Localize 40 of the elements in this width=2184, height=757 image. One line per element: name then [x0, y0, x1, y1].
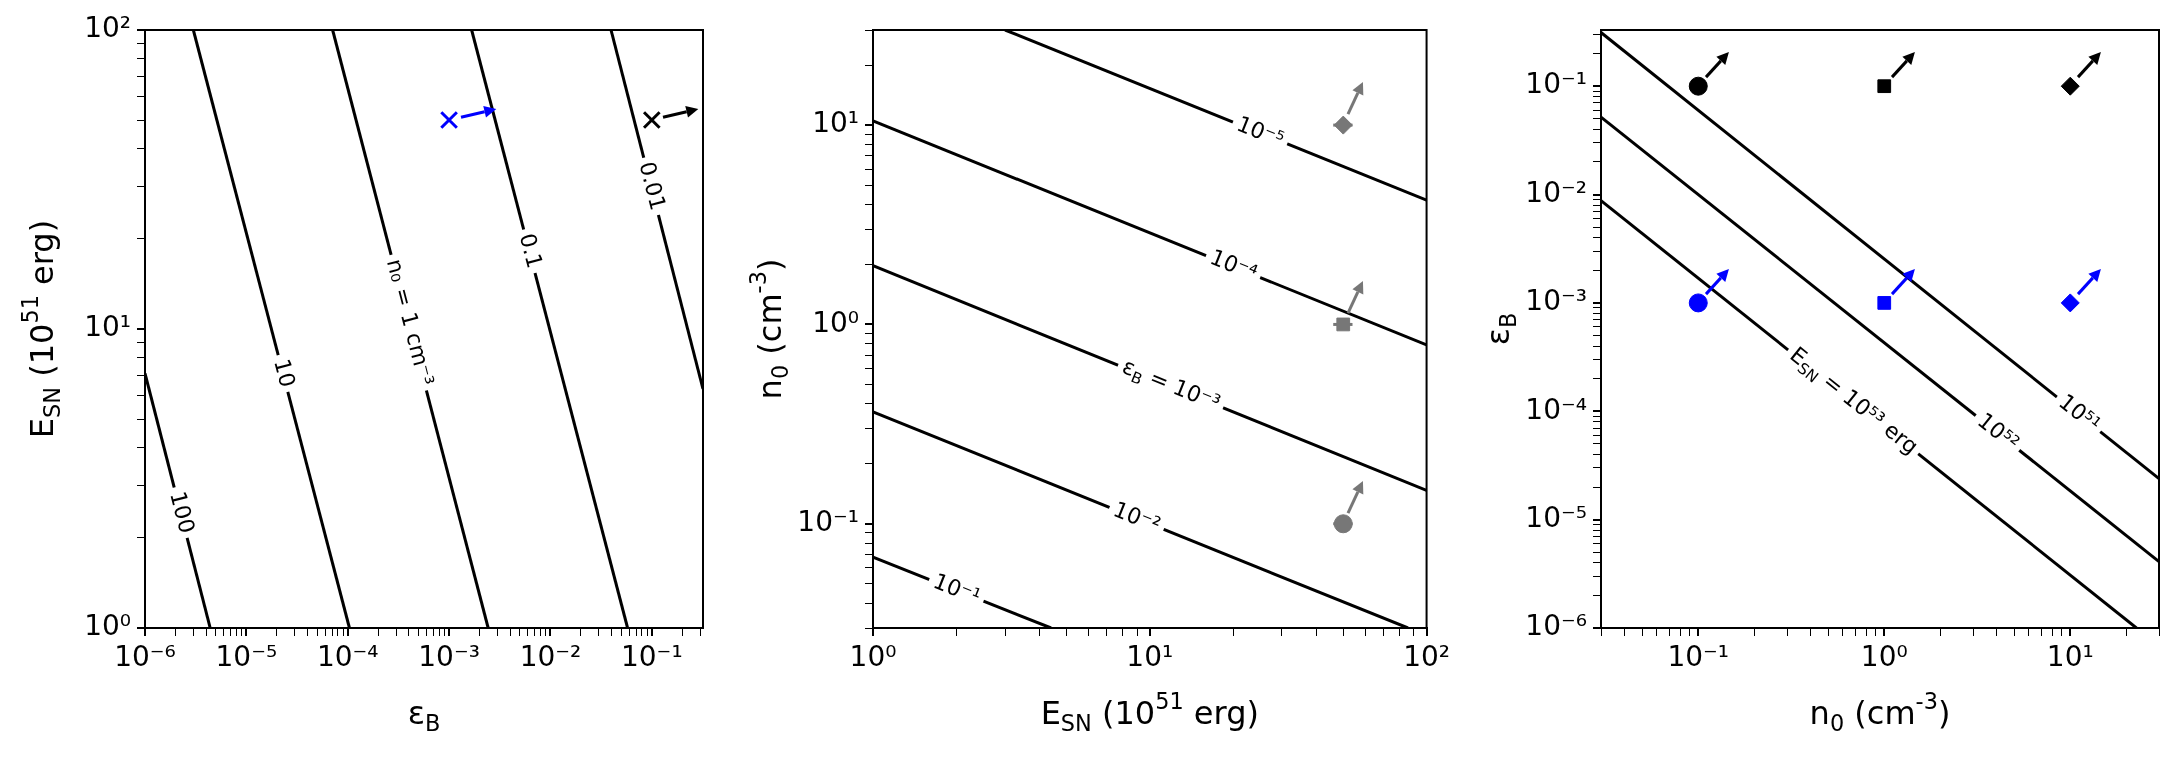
x-tick-label: 10⁻⁵	[215, 640, 278, 674]
annotation: 0.1	[514, 230, 548, 271]
x-tick-label: 10²	[1403, 640, 1450, 674]
x-tick-label: 10⁻³	[418, 640, 480, 674]
x-tick-label: 10⁰	[849, 640, 897, 674]
annotation: 10⁵²	[1972, 407, 2025, 456]
y-tick-label: 10⁻¹	[1525, 67, 1587, 101]
annotation: εB = 10⁻³	[1118, 353, 1224, 416]
annotation: 10⁻¹	[929, 568, 985, 610]
y-axis-title: n0 (cm-3)	[745, 258, 794, 400]
x-tick-label: 10¹	[2046, 640, 2094, 674]
x-tick-label: 10⁻²	[519, 640, 582, 674]
annotation: 10⁻⁵	[1233, 110, 1288, 153]
y-tick-label: 10⁻⁴	[1525, 392, 1587, 426]
y-tick-label: 10⁻⁵	[1525, 500, 1587, 534]
x-tick-label: 10¹	[1126, 640, 1174, 674]
y-tick-label: 10⁻³	[1525, 284, 1587, 318]
y-tick-label: 10⁰	[84, 609, 131, 643]
y-axis-title: ESN (1051 erg)	[17, 219, 66, 439]
x-tick-label: 10⁻¹	[620, 640, 683, 674]
x-tick-label: 10⁻⁶	[114, 640, 176, 674]
y-tick-label: 10⁻²	[1525, 175, 1587, 209]
y-axis-title: εB	[1479, 312, 1522, 346]
y-tick-label: 10¹	[812, 106, 859, 140]
x-tick-label: 10⁰	[1860, 640, 1908, 674]
x-tick-label: 10⁻¹	[1667, 640, 1730, 674]
y-tick-label: 10⁻⁶	[1525, 609, 1587, 643]
annotation: 10⁻²	[1109, 496, 1165, 538]
annotation: ESN = 10⁵³ erg	[1785, 341, 1924, 460]
y-tick-label: 10¹	[84, 310, 131, 344]
annotation: n₀ = 1 cm⁻³	[381, 256, 439, 389]
annotation: 0.01	[634, 159, 671, 213]
annotation: 100	[165, 488, 200, 536]
y-tick-label: 10²	[84, 11, 131, 45]
annotation: 10	[269, 356, 301, 390]
annotation: 10⁵¹	[2054, 388, 2106, 437]
y-tick-label: 10⁰	[812, 305, 859, 339]
annotation: 10⁻⁴	[1206, 244, 1262, 286]
x-tick-label: 10⁻⁴	[316, 640, 379, 674]
y-tick-label: 10⁻¹	[797, 505, 859, 539]
